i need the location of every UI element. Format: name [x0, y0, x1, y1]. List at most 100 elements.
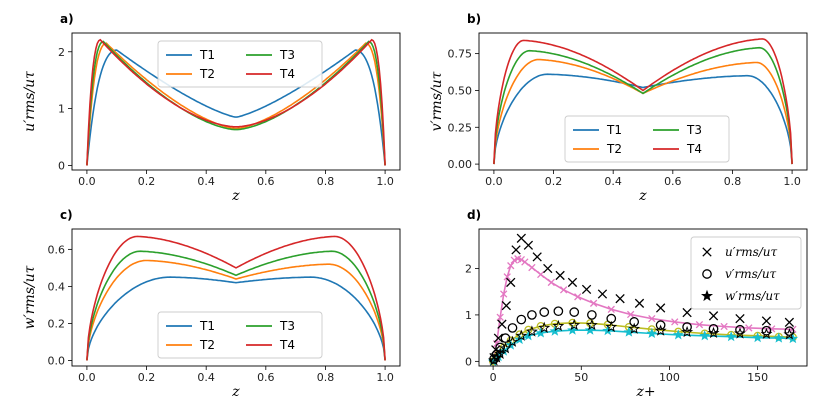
- marker-stroke: [761, 316, 772, 326]
- legend-label: v′rms/uτ: [725, 267, 777, 281]
- legend-label: u′rms/uτ: [725, 245, 777, 259]
- data-point: [628, 322, 641, 334]
- legend-box: [157, 40, 323, 88]
- x-tick-label: 0.0: [78, 175, 96, 188]
- marker-stroke: [634, 298, 645, 308]
- legend: T1 T2 T3 T4: [157, 311, 323, 359]
- reference-point: [496, 313, 504, 321]
- data-point: [634, 298, 645, 308]
- y-tick-label: 0: [58, 159, 65, 172]
- data-point: [682, 322, 692, 332]
- data-point: [597, 289, 608, 299]
- legend-label: T1: [606, 123, 622, 137]
- series-line-t4: [86, 235, 386, 361]
- reference-point: [503, 273, 511, 281]
- legend-label: T4: [686, 142, 702, 156]
- marker-stroke: [517, 255, 525, 264]
- x-tick-label: 0.8: [317, 371, 335, 384]
- reference-point: [584, 324, 596, 335]
- data-point: [708, 311, 719, 321]
- reference-point: [602, 325, 614, 336]
- marker-stroke: [597, 289, 608, 299]
- reference-point: [626, 310, 635, 319]
- series-line-t3: [86, 40, 386, 166]
- x-tick-label: 0.4: [197, 371, 215, 384]
- reference-point: [725, 331, 737, 342]
- series-line-t2: [86, 259, 386, 361]
- panel-label: c): [60, 208, 73, 222]
- y-tick-label: 0.75: [448, 48, 473, 61]
- marker-stroke: [507, 262, 515, 270]
- data-point: [488, 354, 500, 366]
- plot-area: [86, 38, 386, 166]
- marker-stroke: [506, 277, 516, 288]
- data-point: [511, 245, 521, 255]
- marker-stroke: [735, 313, 745, 324]
- data-point: [523, 240, 534, 250]
- reference-point: [646, 327, 658, 339]
- x-tick-label: 0.4: [197, 175, 215, 188]
- data-point: [783, 328, 796, 340]
- data-point: [784, 317, 795, 328]
- data-point: [784, 326, 795, 337]
- legend-label: T1: [199, 319, 215, 333]
- marker-stroke: [528, 263, 536, 272]
- legend-label: T3: [686, 123, 702, 137]
- data-point: [760, 327, 773, 339]
- legend-marker: [702, 247, 712, 257]
- data-point: [581, 284, 592, 295]
- reference-point: [752, 332, 763, 343]
- series-line-t4: [493, 38, 793, 165]
- data-point: [655, 320, 666, 330]
- series-line-t3: [86, 250, 386, 361]
- plot-area: [493, 38, 793, 165]
- marker-stroke: [500, 290, 508, 298]
- reference-point: [537, 270, 545, 279]
- marker-stroke: [695, 321, 704, 329]
- y-tick-label: 0.50: [448, 84, 473, 97]
- marker-stroke: [521, 258, 529, 266]
- marker-stroke: [745, 324, 753, 332]
- reference-point: [773, 332, 785, 343]
- legend-label: T2: [199, 338, 215, 352]
- data-point: [733, 327, 747, 339]
- marker-stroke: [567, 277, 578, 288]
- data-point: [507, 323, 518, 333]
- reference-point: [720, 322, 728, 331]
- axes-frame: [478, 228, 808, 367]
- data-point: [516, 314, 527, 325]
- marker-stroke: [523, 240, 534, 250]
- x-tick-label: 0.2: [138, 175, 156, 188]
- data-point: [735, 313, 745, 324]
- reference-point: [523, 330, 534, 341]
- panel-b: 0.0 0.2 0.4 0.6 0.8 1.0 0.00 0.25 0.50 0.75 b) z v′r…: [429, 12, 808, 204]
- data-point: [539, 307, 550, 317]
- data-point: [629, 317, 640, 327]
- x-tick-label: 1.0: [783, 175, 801, 188]
- data-point: [615, 294, 625, 304]
- reference-point: [521, 258, 529, 266]
- y-tick-label: 2: [58, 46, 65, 59]
- marker-stroke: [648, 314, 656, 323]
- data-point: [543, 263, 553, 274]
- legend-label: T3: [279, 48, 295, 62]
- y-tick-label: 0.6: [48, 243, 66, 256]
- data-point: [499, 342, 512, 354]
- marker-stroke: [671, 318, 679, 326]
- marker-stroke: [784, 317, 795, 328]
- marker-stroke: [511, 245, 521, 255]
- x-tick-label: 0.0: [78, 371, 96, 384]
- legend-label: T3: [279, 319, 295, 333]
- data-point: [567, 277, 578, 288]
- marker-stroke: [555, 270, 565, 281]
- y-axis-label: w′rms/uτ: [22, 265, 38, 329]
- legend-marker: [700, 289, 714, 302]
- marker-stroke: [492, 340, 501, 348]
- panel-c: 0.0 0.2 0.4 0.6 0.8 1.0 0.0 0.2 0.4 0.6 c) z w′rms/u…: [22, 208, 401, 400]
- legend-label: T4: [279, 338, 295, 352]
- data-point: [532, 252, 542, 262]
- data-point: [681, 325, 694, 338]
- data-point: [527, 310, 537, 320]
- reference-point: [745, 324, 753, 332]
